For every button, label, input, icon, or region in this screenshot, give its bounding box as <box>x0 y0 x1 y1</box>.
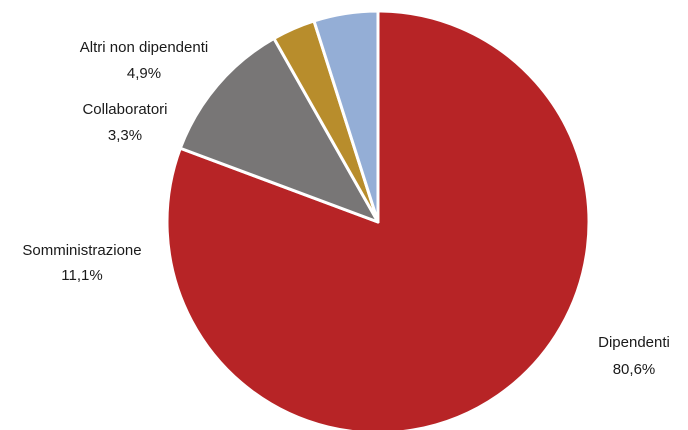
pie-labels: Dipendenti 80,6% Somministrazione 11,1% … <box>22 39 669 378</box>
slice-label-collaboratori: Collaboratori <box>82 101 167 118</box>
slice-label-somministrazione: Somministrazione <box>22 242 141 259</box>
pie-slice-altri-non-dipendenti <box>312 9 380 224</box>
slice-value-dipendenti: 80,6% <box>613 361 656 378</box>
pie-slice-dipendenti <box>165 9 591 430</box>
slice-label-dipendenti: Dipendenti <box>598 334 670 351</box>
slice-label-altri-non-dipendenti: Altri non dipendenti <box>80 39 208 56</box>
slice-value-altri-non-dipendenti: 4,9% <box>127 65 161 82</box>
pie-slice-somministrazione <box>178 36 380 224</box>
slice-value-collaboratori: 3,3% <box>108 127 142 144</box>
pie-slices <box>165 9 591 430</box>
slice-value-somministrazione: 11,1% <box>61 267 102 284</box>
